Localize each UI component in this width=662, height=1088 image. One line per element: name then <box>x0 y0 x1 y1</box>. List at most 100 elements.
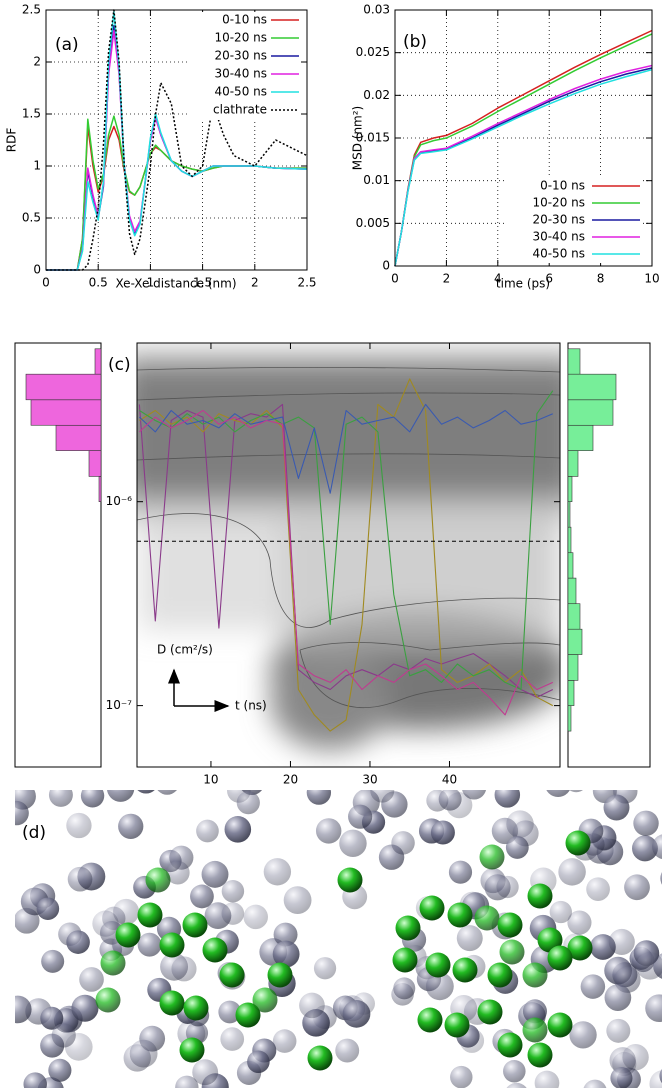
sphere <box>633 810 659 836</box>
legend-bg <box>505 229 642 246</box>
density-background <box>137 343 560 767</box>
y-tick-label: 10⁻⁶ <box>106 494 133 508</box>
sphere <box>522 1017 548 1043</box>
sphere <box>547 945 573 971</box>
sphere <box>115 922 141 948</box>
histogram-bar <box>567 476 573 502</box>
sphere <box>196 819 219 843</box>
sphere <box>522 962 548 988</box>
histogram-bar <box>567 705 572 732</box>
histogram-bar <box>55 424 102 451</box>
x-axis-label: Xe-Xe distance (nm) <box>116 277 237 291</box>
x-tick-label: 2.5 <box>297 276 316 290</box>
y-tick-label: 0.005 <box>356 216 390 230</box>
legend-label: 40-50 ns <box>214 85 267 99</box>
sphere <box>36 897 60 920</box>
legend-bg <box>505 212 642 229</box>
sphere <box>272 1029 297 1053</box>
sphere <box>118 813 144 839</box>
sphere <box>499 939 525 965</box>
sphere <box>649 1070 662 1088</box>
sphere <box>23 1072 47 1088</box>
y-axis-label: MSD (nm²) <box>351 106 365 171</box>
y-tick-label: 0.01 <box>363 173 390 187</box>
sphere <box>272 940 300 968</box>
sphere <box>243 904 268 930</box>
sphere <box>192 1059 219 1086</box>
data-line <box>394 68 653 267</box>
sphere <box>549 900 572 924</box>
sphere <box>267 962 293 988</box>
sphere <box>137 932 162 957</box>
panel-label: (d) <box>22 823 46 843</box>
legend-bg <box>505 195 642 212</box>
sphere <box>159 990 185 1016</box>
sphere <box>462 790 486 800</box>
histogram-bar <box>567 654 579 681</box>
sphere <box>201 860 229 888</box>
sphere <box>51 1023 76 1048</box>
panel-label: (c) <box>108 355 131 375</box>
histogram-bar <box>94 348 102 375</box>
y-tick-label: 0.03 <box>363 3 390 17</box>
sphere <box>67 866 93 892</box>
legend-bg <box>505 178 642 195</box>
sphere <box>569 790 583 793</box>
sphere <box>487 962 513 988</box>
sphere-snapshot <box>15 790 662 1088</box>
sphere <box>610 1067 633 1088</box>
y-tick-label: 0 <box>33 263 41 277</box>
sphere <box>236 791 260 815</box>
sphere <box>66 930 90 954</box>
y-tick-label: 2 <box>33 55 41 69</box>
sphere <box>474 905 500 931</box>
legend-label: 30-40 ns <box>214 67 267 81</box>
sphere <box>40 1006 64 1030</box>
plot-lines <box>46 9 308 271</box>
sphere <box>569 1021 597 1049</box>
data-line <box>139 409 554 716</box>
histogram-bar <box>567 603 581 630</box>
sphere <box>100 950 126 976</box>
data-line <box>138 403 554 698</box>
y-tick-label: 1 <box>33 159 41 173</box>
histogram-bar <box>30 399 102 426</box>
data-line <box>46 9 308 271</box>
legend-bg <box>187 30 301 48</box>
histogram-bar <box>567 373 617 401</box>
sphere <box>425 952 451 978</box>
sphere <box>66 812 92 839</box>
plot-lines <box>394 29 653 267</box>
sphere <box>624 874 650 901</box>
sphere <box>645 994 662 1023</box>
legend-label: 0-10 ns <box>540 179 585 193</box>
x-tick-label: 10 <box>644 272 659 286</box>
histogram-bar <box>567 450 579 477</box>
sphere <box>137 790 155 794</box>
y-tick-label: 0.02 <box>363 88 390 102</box>
x-tick-label: 2 <box>443 272 451 286</box>
plot-frame <box>45 9 308 271</box>
sphere <box>171 956 197 982</box>
sphere <box>494 790 521 808</box>
sphere <box>447 902 473 928</box>
data-line <box>139 390 554 691</box>
histogram-bar <box>567 501 571 528</box>
sphere <box>263 858 292 886</box>
x-tick-label: 6 <box>545 272 553 286</box>
sphere <box>580 974 606 999</box>
sphere <box>583 1079 607 1088</box>
sphere <box>129 1039 158 1068</box>
sphere <box>221 902 245 925</box>
sphere <box>391 831 415 855</box>
x-axis-label: t (ns) <box>235 699 267 713</box>
x-tick-label: 10 <box>203 773 218 787</box>
sphere <box>339 829 367 858</box>
histogram-bar <box>567 348 581 375</box>
legend-label: 0-10 ns <box>222 13 267 27</box>
sphere <box>48 1058 72 1082</box>
sphere <box>419 895 445 921</box>
sphere <box>636 952 662 980</box>
sphere <box>113 898 140 925</box>
